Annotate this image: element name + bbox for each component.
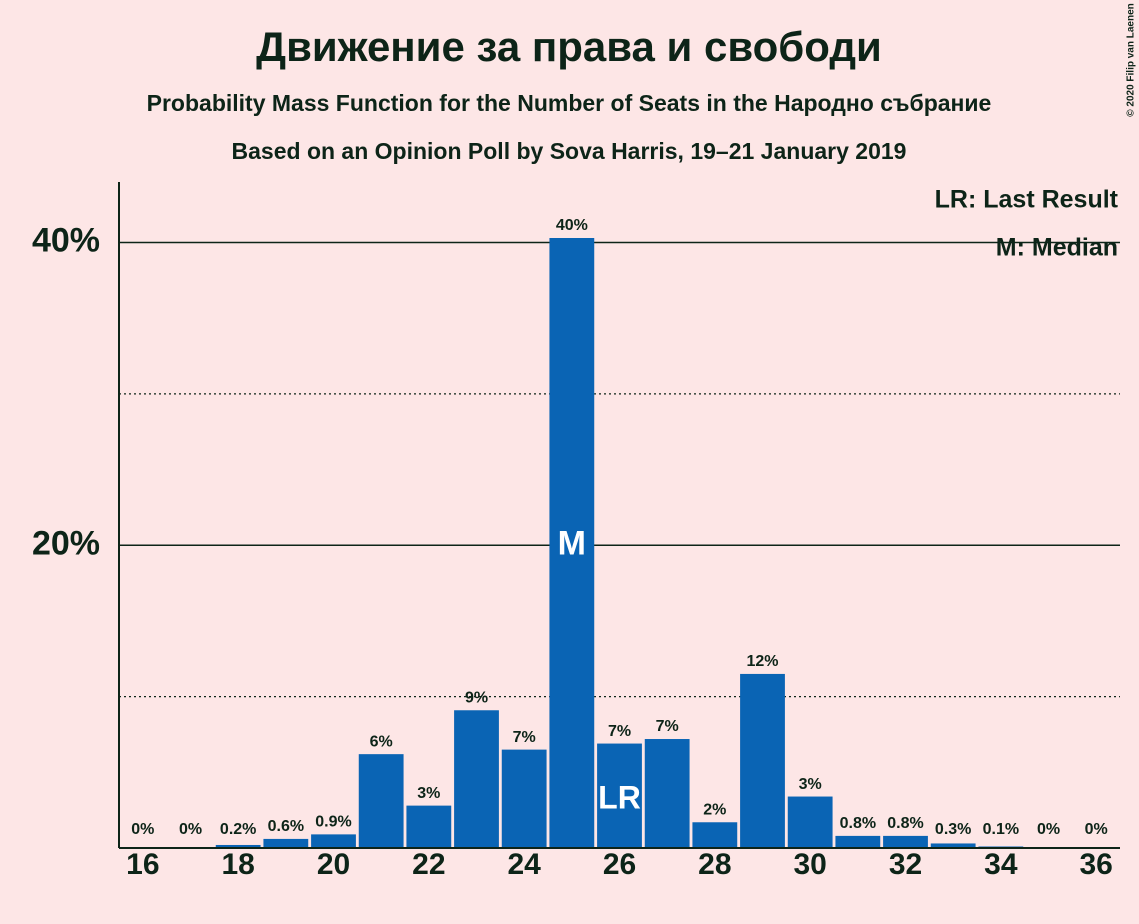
value-label: 0.2% <box>220 821 256 838</box>
bar <box>692 822 738 848</box>
value-label: 7% <box>656 718 679 735</box>
chart-subtitle: Based on an Opinion Poll by Sova Harris,… <box>232 138 907 164</box>
value-label: 0.9% <box>315 814 351 831</box>
bar <box>263 838 309 848</box>
bar <box>597 743 642 848</box>
x-tick-label: 18 <box>221 848 254 881</box>
bar <box>549 238 595 849</box>
value-label: 0% <box>131 821 154 838</box>
x-tick-label: 36 <box>1079 848 1112 881</box>
value-label: 0.1% <box>983 821 1019 838</box>
x-tick-label: 30 <box>793 848 826 881</box>
copyright: © 2020 Filip van Laenen <box>1126 3 1137 117</box>
value-label: 2% <box>703 801 726 818</box>
x-tick-label: 32 <box>889 848 922 881</box>
value-label: 40% <box>556 217 588 234</box>
bar <box>454 710 499 848</box>
value-label: 3% <box>417 785 440 802</box>
value-label: 0.6% <box>268 818 304 835</box>
value-label: 0% <box>179 821 202 838</box>
value-label: 12% <box>746 653 778 670</box>
bar <box>644 739 690 848</box>
value-label: 3% <box>799 776 822 793</box>
last-result-marker: LR <box>598 779 641 815</box>
x-tick-label: 24 <box>507 848 541 881</box>
value-label: 6% <box>370 733 393 750</box>
bar <box>883 835 928 848</box>
x-tick-label: 16 <box>126 848 159 881</box>
value-label: 0.8% <box>840 815 876 832</box>
bar <box>311 834 356 848</box>
value-label: 0% <box>1037 821 1060 838</box>
bar <box>406 805 452 848</box>
value-label: 0.8% <box>887 815 923 832</box>
value-label: 0.3% <box>935 821 971 838</box>
y-tick-label: 40% <box>32 222 100 260</box>
value-label: 0% <box>1085 821 1108 838</box>
x-tick-label: 22 <box>412 848 445 881</box>
chart-subtitle: Probability Mass Function for the Number… <box>147 90 992 116</box>
y-tick-label: 20% <box>32 524 100 562</box>
x-tick-label: 28 <box>698 848 731 881</box>
x-tick-label: 26 <box>603 848 636 881</box>
x-tick-label: 34 <box>984 848 1018 881</box>
bar <box>215 844 261 848</box>
value-label: 7% <box>513 729 536 746</box>
value-label: 7% <box>608 723 631 740</box>
bar <box>501 749 547 848</box>
bar <box>835 835 881 848</box>
legend-entry: LR: Last Result <box>935 186 1119 214</box>
median-marker: M <box>558 524 586 562</box>
bar <box>740 673 785 848</box>
x-tick-label: 20 <box>317 848 350 881</box>
legend-entry: M: Median <box>996 234 1118 262</box>
value-label: 9% <box>465 689 488 706</box>
bar <box>930 843 976 848</box>
bar <box>787 796 833 848</box>
bar <box>358 754 404 848</box>
chart-title: Движение за права и свободи <box>256 23 882 70</box>
